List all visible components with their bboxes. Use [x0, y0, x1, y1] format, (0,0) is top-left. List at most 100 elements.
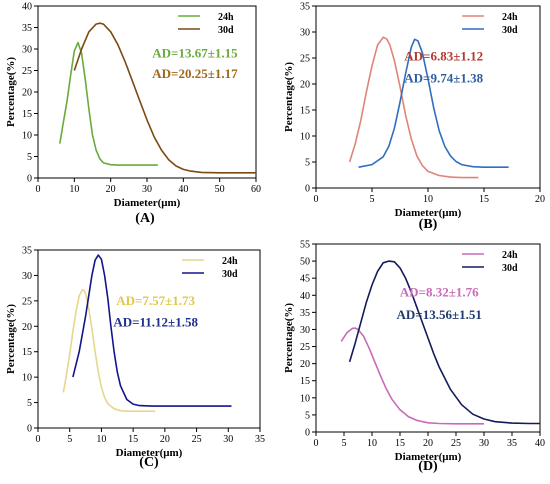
x-axis-label: Diameter(μm) — [116, 447, 183, 459]
y-tick-label: 0 — [27, 424, 32, 435]
legend-label-24h: 24h — [222, 256, 238, 267]
y-tick-label: 30 — [22, 45, 32, 56]
y-axis-label: Percentage(%) — [5, 304, 17, 374]
x-tick-label: 20 — [423, 438, 433, 449]
y-tick-label: 40 — [22, 2, 32, 13]
legend-label-24h: 24h — [218, 12, 234, 23]
y-axis-label: Percentage(%) — [5, 57, 17, 127]
y-tick-label: 40 — [300, 291, 310, 302]
x-tick-label: 30 — [223, 434, 233, 445]
y-tick-label: 5 — [27, 152, 32, 163]
legend-label-30d: 30d — [218, 25, 234, 36]
y-axis-label: Percentage(%) — [283, 62, 295, 132]
mean-diameter-annotation: AD=13.56±1.51 — [397, 307, 482, 322]
x-tick-label: 10 — [367, 438, 377, 449]
x-axis-label: Diameter(μm) — [395, 451, 462, 463]
chart-panel-1: 0 10 20 30 40 50 60 0 5 10 15 20 25 30 35 40 Diameter(μm… — [5, 2, 261, 227]
series-line-24h — [348, 36, 479, 179]
x-tick-label: 25 — [451, 438, 461, 449]
series-line-30d — [72, 254, 232, 407]
series-line-30d — [348, 260, 540, 425]
y-tick-label: 30 — [22, 271, 32, 282]
y-tick-label: 20 — [300, 80, 310, 91]
x-tick-label: 30 — [479, 438, 489, 449]
y-tick-label: 5 — [27, 398, 32, 409]
x-tick-label: 5 — [370, 194, 375, 205]
x-tick-label: 60 — [251, 184, 261, 195]
y-tick-label: 25 — [22, 66, 32, 77]
x-axis-label: Diameter(μm) — [114, 197, 181, 209]
mean-diameter-annotation: AD=11.12±1.58 — [113, 315, 198, 330]
y-tick-label: 10 — [22, 131, 32, 142]
x-tick-label: 0 — [36, 184, 41, 195]
x-tick-label: 0 — [36, 434, 41, 445]
y-tick-label: 0 — [305, 428, 310, 439]
y-tick-label: 15 — [300, 376, 310, 387]
x-tick-label: 10 — [69, 184, 79, 195]
x-tick-label: 15 — [395, 438, 405, 449]
x-tick-label: 20 — [535, 194, 545, 205]
y-tick-label: 35 — [22, 246, 32, 257]
series-line-24h — [62, 288, 156, 412]
plot-frame — [37, 249, 261, 429]
mean-diameter-annotation: AD=6.83±1.12 — [404, 49, 483, 64]
x-axis-label: Diameter(μm) — [395, 207, 462, 219]
y-axis-label: Percentage(%) — [283, 303, 295, 373]
mean-diameter-annotation: AD=7.57±1.73 — [116, 293, 195, 308]
panel-label: (C) — [139, 455, 159, 470]
x-tick-label: 20 — [106, 184, 116, 195]
mean-diameter-annotation: AD=9.74±1.38 — [404, 70, 483, 85]
legend-label-30d: 30d — [502, 25, 518, 36]
y-tick-label: 25 — [22, 296, 32, 307]
y-tick-label: 45 — [300, 274, 310, 285]
x-tick-label: 50 — [215, 184, 225, 195]
x-tick-label: 10 — [423, 194, 433, 205]
chart-panel-4: 0 5 10 15 20 25 30 35 40 0 5 10 15 20 25 30 35 40 45 50 55 Di… — [283, 240, 545, 475]
series-line-30d — [73, 22, 256, 174]
y-tick-label: 15 — [22, 347, 32, 358]
legend-label-24h: 24h — [502, 12, 518, 23]
y-tick-label: 25 — [300, 54, 310, 65]
x-tick-label: 15 — [128, 434, 138, 445]
x-tick-label: 5 — [67, 434, 72, 445]
y-tick-label: 50 — [300, 257, 310, 268]
x-tick-label: 25 — [192, 434, 202, 445]
legend-label-30d: 30d — [222, 269, 238, 280]
y-tick-label: 10 — [300, 132, 310, 143]
y-tick-label: 20 — [22, 322, 32, 333]
y-tick-label: 5 — [305, 158, 310, 169]
x-tick-label: 15 — [479, 194, 489, 205]
series-line-24h — [59, 41, 158, 166]
legend-label-30d: 30d — [502, 263, 518, 274]
y-tick-label: 5 — [305, 410, 310, 421]
series-line-30d — [358, 38, 509, 168]
x-tick-label: 40 — [535, 438, 545, 449]
panel-label: (A) — [135, 211, 155, 226]
legend-label-24h: 24h — [502, 250, 518, 261]
series-line-24h — [340, 327, 484, 425]
y-tick-label: 35 — [300, 308, 310, 319]
y-tick-label: 35 — [300, 2, 310, 13]
x-tick-label: 0 — [314, 438, 319, 449]
y-tick-label: 35 — [22, 23, 32, 34]
y-tick-label: 0 — [27, 174, 32, 185]
chart-panel-3: 0 5 10 15 20 25 30 35 0 5 10 15 20 25 30 35 Diameter(μm)… — [5, 246, 265, 471]
x-tick-label: 0 — [314, 194, 319, 205]
panel-label: (D) — [418, 459, 438, 474]
y-tick-label: 15 — [22, 109, 32, 120]
y-tick-label: 20 — [22, 88, 32, 99]
mean-diameter-annotation: AD=20.25±1.17 — [152, 66, 238, 81]
y-tick-label: 20 — [300, 359, 310, 370]
y-tick-label: 0 — [305, 184, 310, 195]
x-tick-label: 30 — [142, 184, 152, 195]
x-tick-label: 35 — [507, 438, 517, 449]
mean-diameter-annotation: AD=8.32±1.76 — [400, 285, 479, 300]
y-tick-label: 10 — [300, 393, 310, 404]
y-tick-label: 15 — [300, 106, 310, 117]
y-tick-label: 30 — [300, 28, 310, 39]
x-tick-label: 35 — [255, 434, 265, 445]
x-tick-label: 10 — [96, 434, 106, 445]
y-tick-label: 10 — [22, 373, 32, 384]
y-tick-label: 30 — [300, 325, 310, 336]
